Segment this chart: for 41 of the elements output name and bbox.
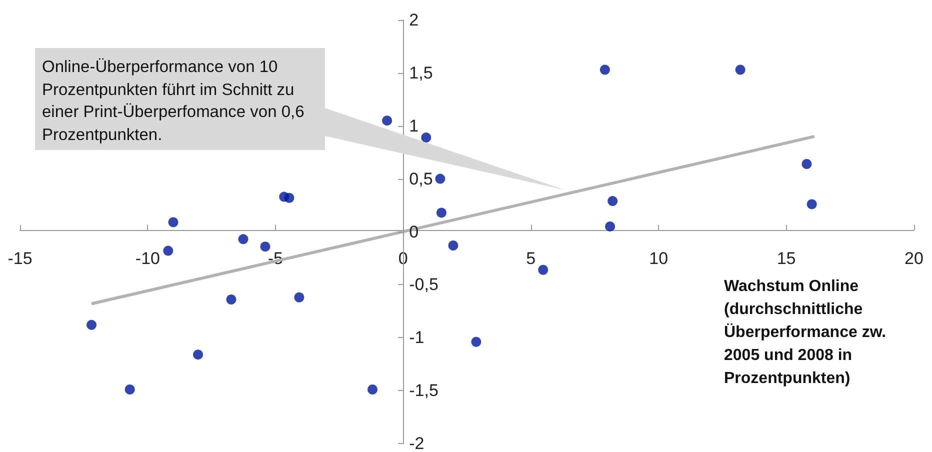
point: [600, 64, 610, 75]
point: [294, 292, 304, 302]
point: [284, 192, 294, 203]
point: [735, 64, 746, 75]
point: [538, 264, 548, 275]
x-tick-label: -15: [8, 249, 32, 268]
point: [238, 234, 248, 244]
x-tick-label: 15: [776, 249, 796, 268]
y-tick-label: 1,5: [409, 63, 433, 82]
point: [421, 132, 432, 143]
point: [260, 242, 270, 252]
y-tick-label: -2: [409, 434, 424, 452]
point: [382, 116, 392, 126]
point: [368, 384, 378, 394]
y-tick-label: 0: [409, 222, 419, 242]
x-axis-title: Wachstum Online (durchschnittliche Überperformance zw. 2005 und 2008 in Prozentpunkten): [724, 278, 891, 387]
y-tick-label: 0,5: [409, 169, 433, 188]
point: [436, 208, 446, 218]
x-tick-label: 5: [526, 249, 536, 268]
point: [168, 217, 178, 228]
point: [802, 158, 812, 169]
point: [226, 294, 236, 305]
point: [163, 246, 174, 256]
point: [193, 350, 204, 360]
y-tick-label: 2: [409, 10, 419, 30]
point: [435, 174, 446, 184]
x-tick-label: 20: [904, 249, 924, 268]
point: [608, 196, 618, 206]
y-tick-label: -1,5: [409, 381, 438, 400]
point: [605, 221, 616, 232]
point: [806, 199, 817, 210]
point: [448, 240, 458, 251]
point: [471, 336, 482, 347]
y-tick-label: -0,5: [409, 275, 438, 294]
y-tick-label: 1: [409, 116, 419, 136]
x-tick-label: -10: [135, 249, 160, 268]
annotation: Online-Überperformance von 10 Prozentpunkten führt im Schnitt zu einer Print-Überperfomance von 0,6 Prozentpunkten.: [42, 57, 306, 146]
point: [86, 320, 97, 330]
point: [124, 384, 135, 394]
x-tick-label: 10: [649, 249, 668, 268]
y-tick-label: -1: [409, 328, 424, 348]
